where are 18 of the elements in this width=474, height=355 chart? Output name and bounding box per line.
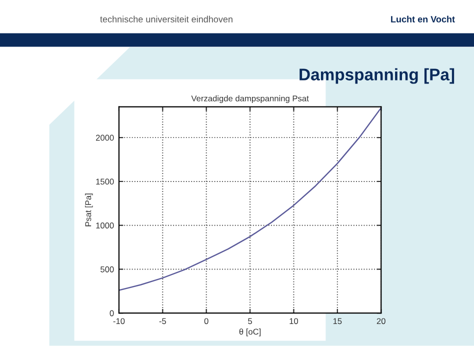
y-axis-title: Psat [Pa] <box>85 194 93 226</box>
x-tick-label: -5 <box>159 318 166 324</box>
x-tick-label: -10 <box>113 318 125 324</box>
text: technische universiteit eindhoven <box>100 16 232 22</box>
text: Dampspanning [Pa] <box>300 68 454 84</box>
y-tick-label: 1500 <box>96 178 114 185</box>
x-axis-title: θ [oC] <box>239 328 261 336</box>
y-tick-label: 1000 <box>96 222 114 228</box>
chart-title: Verzadigde dampspanning Psat <box>191 95 309 104</box>
y-tick-label: 2000 <box>96 134 114 141</box>
x-tick-label: 20 <box>376 318 386 324</box>
x-tick-label: 10 <box>290 318 298 324</box>
y-tick-label: 0 <box>110 310 114 316</box>
x-tick-label: 15 <box>333 318 342 324</box>
text: Lucht en Vocht <box>391 16 455 22</box>
x-tick-label: 0 <box>204 318 208 324</box>
y-tick-label: 500 <box>100 266 114 272</box>
x-tick-label: 5 <box>248 318 252 324</box>
